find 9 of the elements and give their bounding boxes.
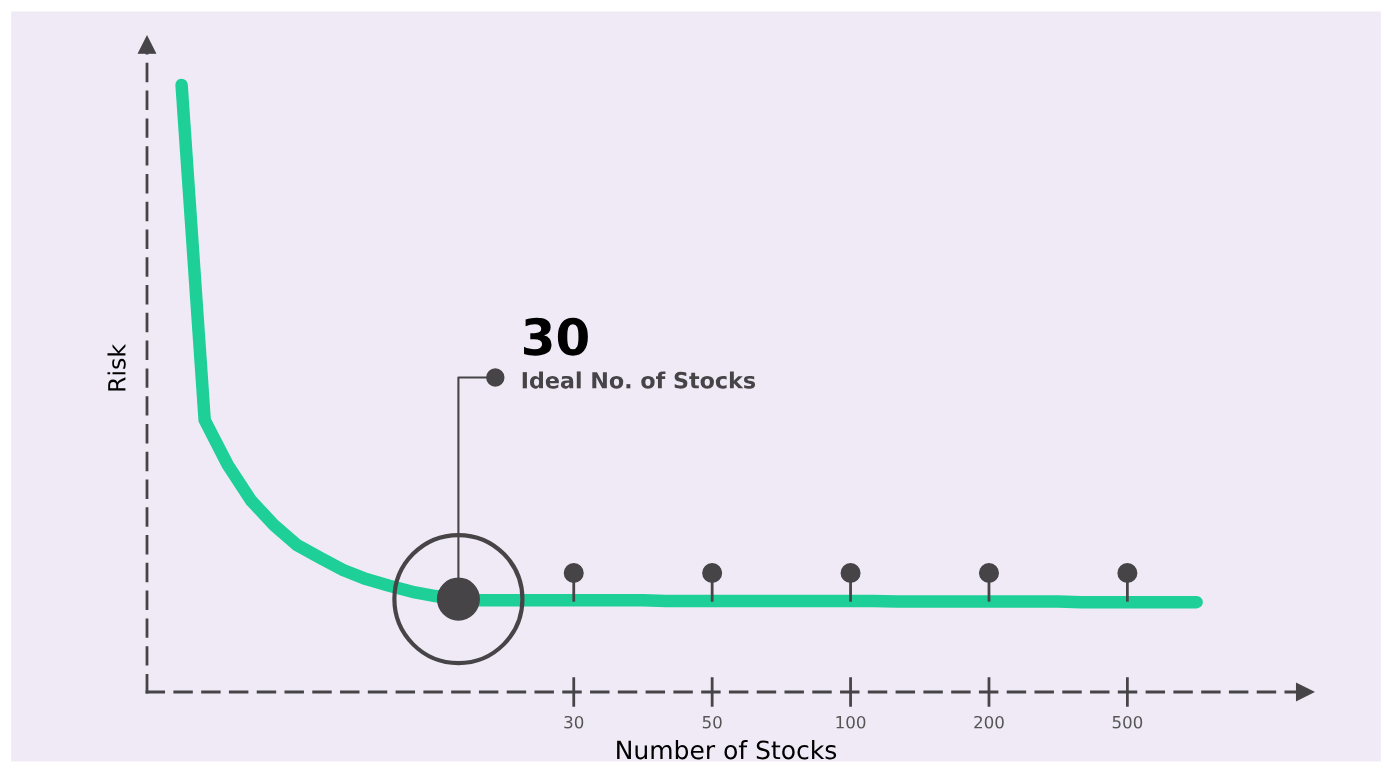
x-tick-label: 200 (974, 715, 1004, 729)
y-axis-title: Risk (107, 344, 126, 391)
x-tick-label: 30 (564, 715, 584, 729)
x-tick-label: 50 (702, 715, 722, 729)
x-axis-title: Number of Stocks (617, 740, 837, 760)
x-tick-label: 100 (836, 715, 866, 729)
annotation: 30 (524, 317, 588, 356)
annotation: Ideal No. of Stocks (522, 371, 756, 389)
x-tick-label: 500 (1112, 715, 1143, 729)
